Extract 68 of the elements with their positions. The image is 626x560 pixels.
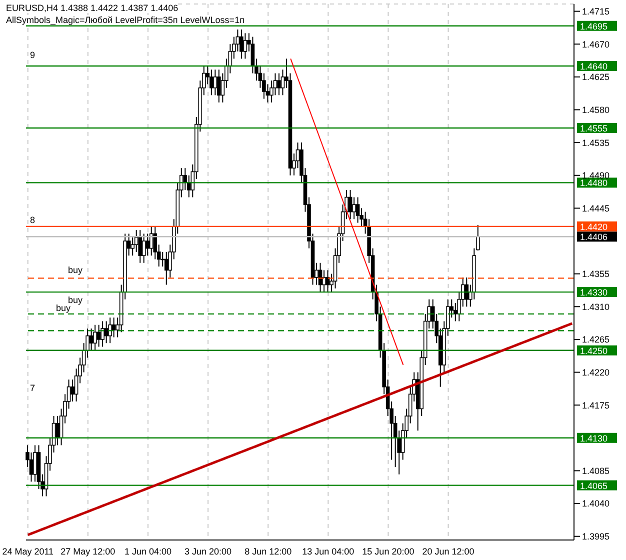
candlestick: [453, 302, 458, 322]
ref-line-label: 1.4480: [580, 178, 608, 188]
candlestick: [210, 69, 214, 96]
candlestick: [93, 324, 97, 351]
y-tick-label: 1.4445: [582, 203, 610, 214]
ref-line-label: 1.4640: [580, 61, 608, 72]
line-series: [26, 322, 574, 536]
candlestick: [56, 416, 60, 446]
candlestick: [164, 251, 168, 286]
candlestick: [277, 72, 281, 96]
y-tick-label: 1.4625: [582, 72, 610, 82]
candlestick: [89, 328, 94, 351]
x-tick-label: 15 Jun 20:00: [362, 546, 414, 556]
candlestick: [146, 233, 150, 256]
candlestick: [243, 32, 248, 60]
candlestick: [100, 320, 104, 348]
annotation: 7: [30, 383, 36, 393]
y-tick-label: 1.4580: [582, 104, 610, 115]
y-tick-label: 1.3995: [582, 532, 610, 542]
x-tick-label: 20 Jun 12:00: [422, 546, 474, 556]
ref-line-label: 1.4695: [580, 21, 608, 32]
line-series: [290, 58, 404, 366]
ref-line-label: 1.4130: [580, 433, 608, 444]
y-tick-label: 1.4715: [582, 6, 610, 16]
ref-line-label: 1.4420: [580, 222, 608, 232]
candlestick: [33, 444, 37, 482]
candlestick: [112, 317, 116, 338]
annotation: EURUSD,H4 1.4388 1.4422 1.4387 1.4406: [6, 3, 178, 13]
annotation: buy: [68, 265, 83, 275]
ref-line-label: 1.4330: [580, 288, 608, 298]
y-tick-label: 1.4535: [582, 138, 610, 148]
annotation: AllSymbols_Magic=Любой LevelProfit=35п LevelWLoss=1п: [6, 15, 244, 25]
candlestick: [322, 270, 326, 293]
ref-line-label: 1.4555: [580, 123, 608, 134]
candlestick: [240, 29, 244, 60]
candlestick: [104, 320, 108, 344]
annotation: 8: [30, 215, 36, 225]
x-tick-label: 24 May 2011: [2, 546, 54, 556]
candlestick: [96, 324, 101, 348]
y-tick-label: 1.4670: [582, 39, 610, 50]
x-tick-label: 3 Jun 20:00: [184, 546, 232, 556]
candlestick: [142, 233, 146, 264]
ref-line-label: 1.4250: [580, 346, 608, 356]
ref-line-label: 1.4065: [580, 480, 608, 491]
candlestick: [348, 189, 352, 220]
y-tick-label: 1.4355: [582, 269, 610, 280]
annotation: buy: [56, 303, 71, 313]
annotation: buy: [68, 295, 83, 305]
y-tick-label: 1.4220: [582, 367, 610, 378]
ref-line-label: 1.4406: [580, 232, 608, 242]
candlestick: [134, 230, 138, 252]
candlestick: [356, 196, 360, 224]
y-tick-label: 1.4175: [582, 400, 610, 410]
candlestick: [352, 196, 356, 220]
x-tick-label: 8 Jun 12:00: [244, 546, 292, 556]
candlestick: [217, 69, 221, 103]
y-tick-label: 1.4310: [582, 302, 610, 312]
x-tick-label: 27 May 12:00: [60, 546, 116, 556]
candlestick: [70, 379, 74, 402]
candlestick: [213, 69, 218, 96]
x-tick-label: 13 Jun 04:00: [302, 546, 354, 556]
y-tick-label: 1.4085: [582, 466, 610, 476]
candlestick: [108, 317, 112, 344]
candlestick: [138, 230, 142, 264]
y-tick-label: 1.4040: [582, 498, 610, 509]
y-tick-label: 1.4265: [582, 334, 610, 345]
annotation: 9: [30, 50, 36, 60]
x-tick-label: 1 Jun 04:00: [124, 546, 172, 556]
